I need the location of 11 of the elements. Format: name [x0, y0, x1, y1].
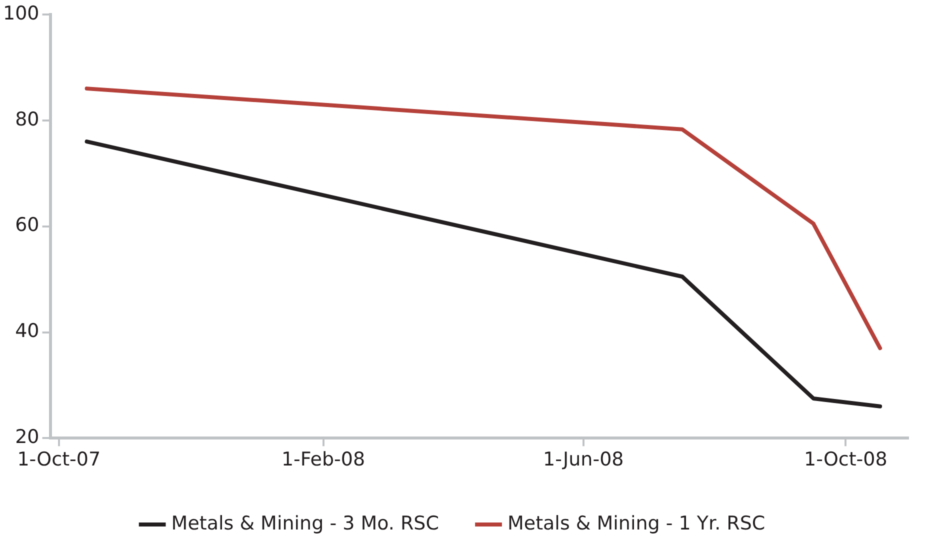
- y-tick-label: 20: [15, 426, 40, 448]
- y-tick-label: 80: [15, 108, 40, 130]
- legend-label: Metals & Mining - 1 Yr. RSC: [508, 512, 766, 534]
- y-tick-label: 100: [3, 2, 40, 24]
- y-tick-label: 60: [15, 214, 40, 236]
- x-tick-label: 1-Oct-08: [804, 448, 888, 471]
- x-tick-label: 1-Feb-08: [281, 448, 366, 471]
- legend-label: Metals & Mining - 3 Mo. RSC: [171, 512, 440, 534]
- y-tick-label: 40: [15, 320, 40, 342]
- x-tick-label: 1-Oct-07: [17, 448, 101, 471]
- x-tick-label: 1-Jun-08: [543, 448, 624, 471]
